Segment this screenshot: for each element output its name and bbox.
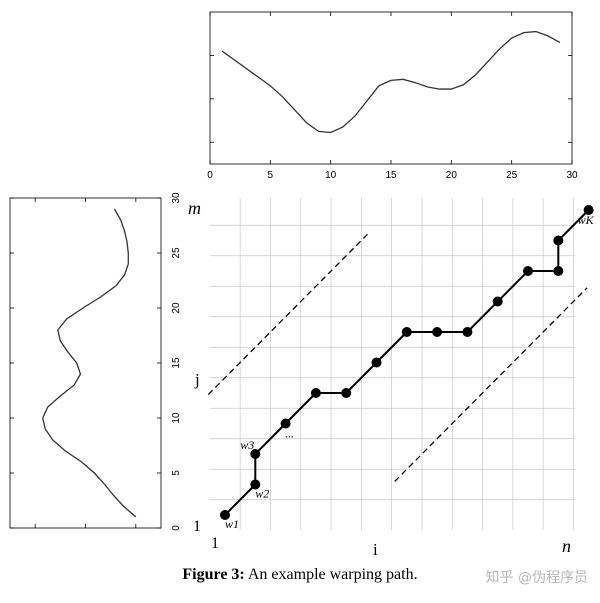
warping-path-point (462, 327, 473, 337)
warping-path-point (401, 327, 412, 337)
warping-path-label: wK (578, 213, 595, 227)
left-ytick-label: 30 (171, 192, 182, 204)
warping-path-label: w1 (225, 517, 239, 531)
left-ytick-label: 15 (171, 357, 182, 369)
caption-text: An example warping path. (247, 566, 418, 583)
watermark-text: 知乎 @伪程序员 (485, 570, 588, 586)
left-plot-ticks: 0 5 10 15 20 25 30 (10, 192, 182, 531)
left-ytick-label: 25 (171, 247, 182, 259)
warping-path-point (280, 418, 291, 429)
warping-path-point (250, 479, 261, 490)
axis-label-one-y: 1 (193, 518, 201, 535)
warping-path-point (553, 235, 564, 246)
top-xtick-label: 20 (446, 170, 458, 181)
figure-caption: Figure 3: An example warping path. (0, 566, 600, 584)
warping-grid (210, 198, 575, 530)
warping-path-label: w2 (255, 487, 269, 501)
top-xtick-label: 0 (207, 170, 213, 181)
left-ytick-label: 10 (171, 412, 182, 424)
lower-band-dashed-line (394, 287, 588, 482)
top-series-line (221, 30, 561, 134)
top-xtick-label: 5 (268, 170, 274, 181)
warping-path-point (432, 327, 443, 337)
warping-path-label: w3 (240, 438, 254, 452)
warping-path-labels: w1 w2 w3... wK (225, 213, 595, 531)
left-series-line (42, 208, 137, 518)
warping-path-point (250, 449, 261, 459)
warping-path-point (371, 357, 382, 368)
top-plot-ticks: 0 5 10 15 20 25 30 (207, 12, 578, 181)
warping-path-point (583, 205, 594, 215)
top-xtick-label: 10 (325, 170, 337, 181)
axis-label-j: j (194, 370, 200, 389)
warping-path-point (553, 266, 564, 276)
axis-label-i: i (373, 540, 378, 559)
top-xtick-label: 15 (385, 170, 397, 181)
warping-path-point (523, 266, 533, 276)
warping-path-points (220, 205, 594, 520)
axis-label-m: m (188, 198, 201, 218)
warping-path-label: ... (285, 427, 294, 441)
left-ytick-label: 20 (171, 302, 182, 314)
warping-window-bands (207, 233, 588, 482)
top-xtick-label: 25 (506, 170, 518, 181)
axis-label-one-x: 1 (211, 535, 219, 552)
left-ytick-label: 5 (171, 470, 182, 476)
warping-path-point (220, 510, 230, 520)
left-ytick-label: 0 (171, 525, 182, 531)
warping-path-point (492, 296, 503, 307)
left-plot-frame (9, 197, 162, 529)
warping-path-point (310, 388, 321, 398)
upper-band-dashed-line (207, 233, 368, 395)
axis-label-n: n (562, 536, 571, 556)
warping-path-point (341, 388, 352, 398)
caption-label: Figure 3: (182, 566, 245, 583)
top-xtick-label: 30 (566, 170, 578, 181)
